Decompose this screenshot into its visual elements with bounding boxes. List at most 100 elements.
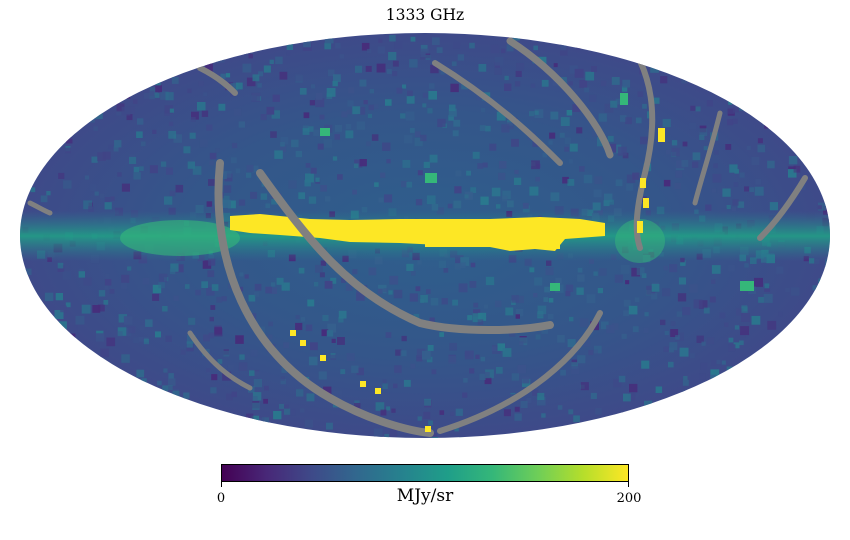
sky-pixel xyxy=(50,47,60,57)
masked-arc-10 xyxy=(197,65,238,96)
sky-pixel xyxy=(542,152,547,158)
sky-pixel xyxy=(812,285,818,291)
sky-pixel xyxy=(450,411,455,416)
sky-pixel xyxy=(93,43,102,51)
sky-pixel xyxy=(410,363,416,369)
sky-pixel xyxy=(532,140,539,147)
sky-pixel xyxy=(650,64,659,73)
sky-pixel xyxy=(326,422,333,430)
sky-pixel xyxy=(114,50,123,59)
sky-pixel xyxy=(230,83,239,91)
sky-pixel xyxy=(803,92,812,100)
sky-pixel xyxy=(475,354,480,359)
sky-pixel xyxy=(401,335,407,342)
sky-pixel xyxy=(253,379,262,388)
sky-pixel xyxy=(308,356,318,366)
sky-pixel xyxy=(629,383,638,393)
sky-pixel xyxy=(482,162,488,168)
sky-pixel xyxy=(392,60,399,67)
sky-pixel xyxy=(772,410,780,418)
sky-pixel xyxy=(354,403,361,410)
sky-pixel xyxy=(295,150,302,158)
sky-pixel xyxy=(30,187,36,193)
sky-pixel xyxy=(309,342,318,351)
sky-pixel xyxy=(191,111,199,120)
sky-pixel xyxy=(206,368,211,373)
bright-fragment xyxy=(300,340,306,346)
sky-pixel xyxy=(63,180,72,189)
sky-pixel xyxy=(479,373,486,380)
sky-pixel xyxy=(495,57,504,66)
sky-pixel xyxy=(576,287,584,295)
sky-pixel xyxy=(116,421,122,426)
sky-pixel xyxy=(711,265,721,274)
sky-pixel xyxy=(789,70,795,76)
sky-pixel xyxy=(330,277,337,284)
sky-pixel xyxy=(225,73,231,78)
sky-pixel xyxy=(766,421,774,429)
sky-pixel xyxy=(93,52,100,59)
sky-pixel xyxy=(31,335,38,343)
sky-pixel xyxy=(209,152,217,160)
sky-pixel xyxy=(594,345,602,354)
sky-pixel xyxy=(330,354,336,360)
sky-pixel xyxy=(653,97,660,104)
sky-pixel xyxy=(231,142,238,149)
sky-pixel xyxy=(733,106,739,113)
sky-pixel xyxy=(422,350,431,360)
sky-pixel xyxy=(186,344,194,352)
sky-pixel xyxy=(298,192,306,200)
sky-pixel xyxy=(248,54,253,59)
sky-pixel xyxy=(201,110,209,117)
sky-pixel xyxy=(470,262,476,268)
sky-pixel xyxy=(333,74,341,83)
green-speck xyxy=(740,281,754,291)
sky-pixel xyxy=(71,380,81,389)
sky-pixel xyxy=(776,351,781,356)
sky-pixel xyxy=(315,177,320,182)
sky-pixel xyxy=(303,39,311,48)
sky-pixel xyxy=(813,115,819,122)
sky-pixel xyxy=(385,99,392,106)
sky-pixel xyxy=(817,284,823,289)
sky-pixel xyxy=(27,63,36,72)
sky-pixel xyxy=(202,260,212,269)
masked-arc-5 xyxy=(627,40,656,251)
sky-pixel xyxy=(152,284,162,294)
sky-pixel xyxy=(388,52,397,61)
sky-pixel xyxy=(215,148,220,153)
sky-pixel xyxy=(109,289,115,294)
sky-pixel xyxy=(522,202,529,209)
sky-pixel xyxy=(662,118,671,128)
sky-pixel xyxy=(501,48,506,54)
sky-pixel xyxy=(660,319,666,326)
sky-pixel xyxy=(57,262,64,269)
sky-pixel xyxy=(710,374,716,381)
sky-pixel xyxy=(334,134,340,140)
sky-pixel xyxy=(615,98,622,105)
sky-pixel xyxy=(96,410,104,418)
sky-pixel xyxy=(321,329,329,337)
sky-pixel xyxy=(393,289,403,299)
sky-pixel xyxy=(662,39,671,48)
sky-pixel xyxy=(180,349,186,355)
sky-pixel xyxy=(454,263,462,270)
sky-pixel xyxy=(725,144,732,150)
sky-pixel xyxy=(460,257,469,266)
sky-pixel xyxy=(275,56,283,65)
sky-pixel xyxy=(492,345,501,354)
sky-pixel xyxy=(439,332,444,337)
sky-pixel xyxy=(359,79,367,87)
sky-pixel xyxy=(91,82,99,91)
sky-pixel xyxy=(32,162,38,168)
sky-pixel xyxy=(235,82,243,90)
sky-pixel xyxy=(29,363,37,371)
sky-pixel xyxy=(183,146,191,154)
sky-pixel xyxy=(315,93,323,100)
sky-pixel xyxy=(201,437,208,438)
sky-pixel xyxy=(621,412,627,417)
sky-pixel xyxy=(569,143,578,152)
sky-pixel xyxy=(530,83,536,88)
sky-pixel xyxy=(663,265,668,271)
sky-pixel xyxy=(385,332,392,338)
